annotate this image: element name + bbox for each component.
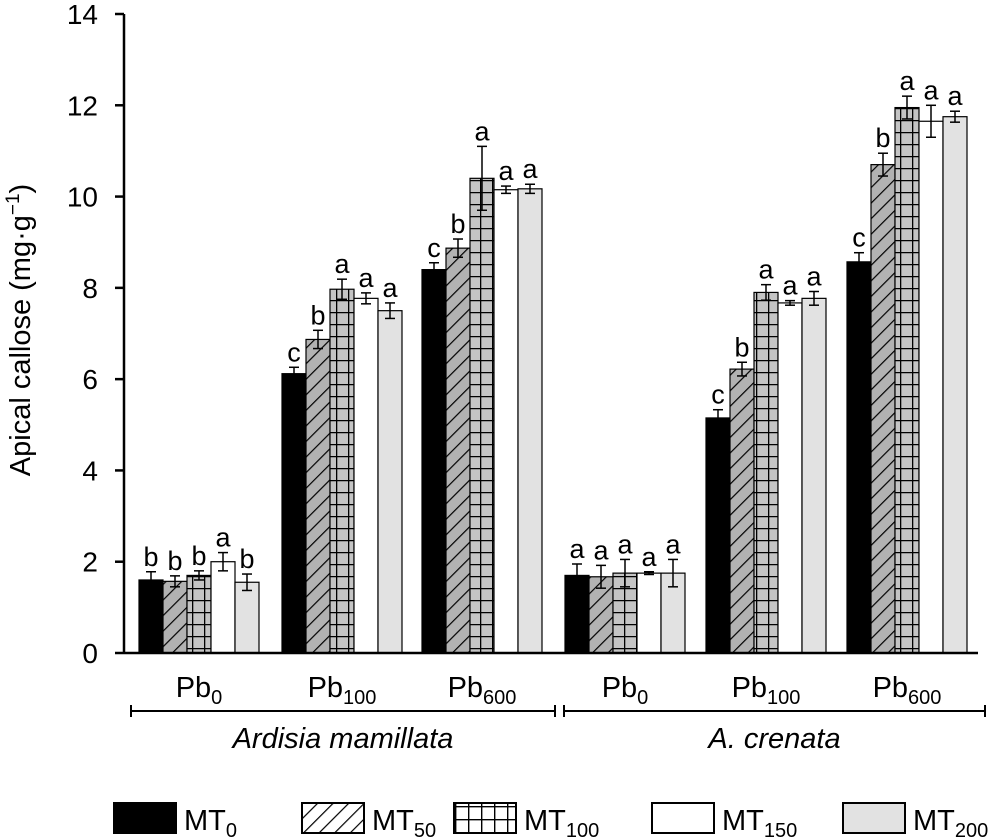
significance-letter: a (665, 529, 681, 559)
bar (870, 164, 896, 654)
group-label: Ardisia mamillata (231, 723, 454, 755)
bar (942, 116, 968, 654)
bar (517, 188, 543, 654)
legend: MT0 MT50 MT100 MT150 MT200 (113, 802, 988, 840)
error-bars-layer (146, 95, 960, 592)
significance-letter: b (239, 544, 254, 574)
y-tick-label: 4 (82, 455, 98, 486)
significance-letter: a (569, 534, 585, 564)
x-tick-labels: Pb0 Pb100 Pb600 Pb0 Pb100 Pb600 (176, 672, 942, 709)
bar (493, 189, 519, 654)
bar (421, 269, 447, 654)
significance-letter: a (522, 154, 538, 184)
bar (777, 302, 803, 654)
significance-letter: b (167, 546, 182, 576)
bar (186, 574, 212, 654)
bar (138, 579, 164, 654)
significance-letter: a (758, 255, 774, 285)
bar (234, 581, 260, 654)
bar (729, 368, 755, 654)
bar (846, 261, 872, 654)
y-tick-label: 10 (67, 182, 98, 213)
significance-letter: a (498, 156, 514, 186)
significance-letter: a (382, 273, 398, 303)
significance-letter: b (310, 300, 325, 330)
significance-letter: c (852, 223, 866, 253)
legend-label: MT150 (722, 805, 797, 840)
bar (377, 310, 403, 654)
significance-letter: a (947, 81, 963, 111)
significance-letter: b (875, 123, 890, 153)
x-tick-label: Pb0 (176, 672, 223, 709)
bars-layer (138, 106, 968, 654)
y-tick-label: 0 (82, 638, 98, 669)
y-tick-label: 6 (82, 364, 98, 395)
legend-label: MT100 (524, 805, 599, 840)
bar (445, 247, 471, 654)
legend-label: MT200 (913, 805, 988, 840)
significance-letter: a (782, 271, 798, 301)
significance-letter: b (143, 542, 158, 572)
significance-letter: b (191, 541, 206, 571)
bar (353, 297, 379, 654)
bar (801, 297, 827, 654)
significance-letter: a (593, 535, 609, 565)
legend-swatch (453, 802, 517, 834)
y-tick-label: 8 (82, 273, 98, 304)
significance-letter: c (287, 337, 301, 367)
bar (305, 338, 331, 654)
significance-letter: a (474, 116, 490, 146)
significance-letter: a (641, 542, 657, 572)
significance-letter: c (427, 233, 441, 263)
x-tick-label: Pb0 (602, 672, 649, 709)
y-tick-label: 14 (67, 0, 98, 30)
bar (636, 572, 662, 654)
significance-letter: a (806, 262, 822, 292)
bar (329, 288, 355, 654)
y-axis-title: Apical callose (mg·g−1) (3, 184, 37, 476)
bar (918, 120, 944, 654)
group-label: A. crenata (706, 723, 840, 755)
x-tick-label: Pb100 (732, 672, 801, 709)
significance-letter: a (617, 529, 633, 559)
legend-swatch (113, 802, 177, 834)
legend-swatch (301, 802, 365, 834)
significance-letter: a (358, 263, 374, 293)
bar (469, 177, 495, 654)
y-tick-label: 12 (67, 90, 98, 121)
significance-letter: a (215, 523, 231, 553)
bar (894, 106, 920, 654)
significance-letter: b (734, 332, 749, 362)
y-axis: 0 2 4 6 8 10 12 14 (67, 0, 126, 669)
x-tick-label: Pb600 (873, 672, 942, 709)
significance-letter: a (334, 249, 350, 279)
legend-label: MT50 (372, 805, 436, 840)
legend-swatch (651, 802, 715, 834)
significance-letter: a (899, 66, 915, 96)
legend-swatch (842, 802, 906, 834)
bar (705, 417, 731, 654)
x-tick-label: Pb600 (448, 672, 517, 709)
bar (162, 580, 188, 654)
bar (753, 291, 779, 654)
significance-letter: b (450, 209, 465, 239)
significance-letter: c (711, 380, 725, 410)
bar (281, 373, 307, 654)
species-group-labels: Ardisia mamillata A. crenata (130, 705, 986, 755)
significance-letter: a (923, 75, 939, 105)
x-tick-label: Pb100 (308, 672, 377, 709)
y-tick-label: 2 (82, 547, 98, 578)
bar (210, 561, 236, 654)
legend-label: MT0 (184, 805, 237, 840)
